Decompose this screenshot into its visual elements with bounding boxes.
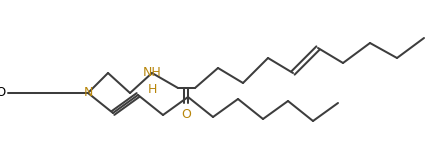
Text: H: H (147, 83, 156, 96)
Text: HO: HO (0, 86, 7, 100)
Text: O: O (181, 108, 191, 121)
Text: N: N (83, 86, 92, 100)
Text: NH: NH (142, 66, 161, 80)
